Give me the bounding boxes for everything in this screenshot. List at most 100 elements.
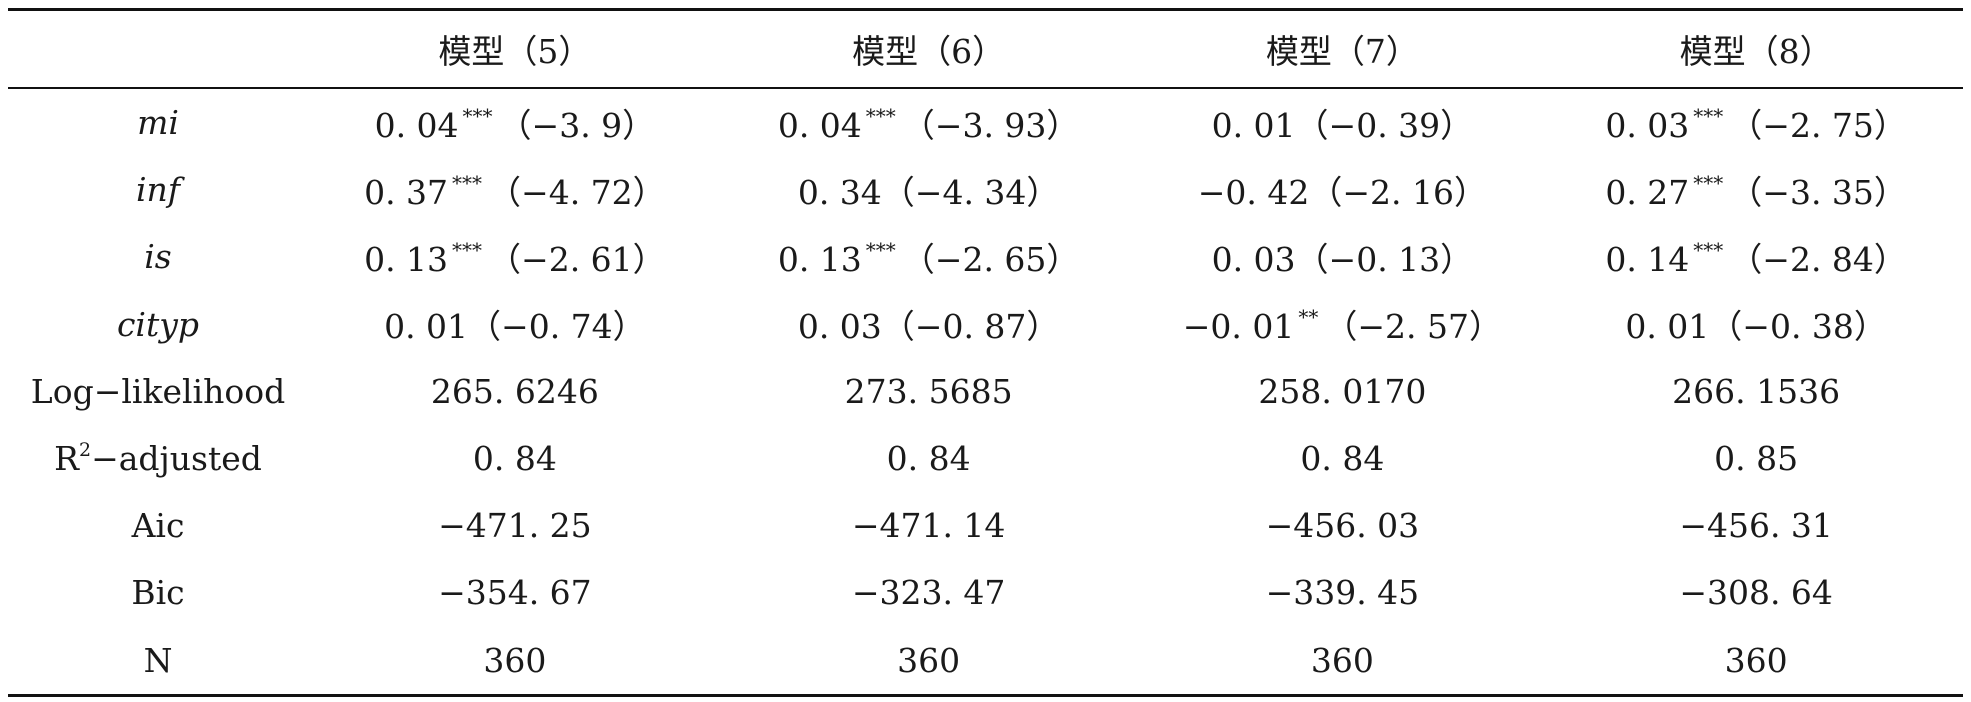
row-label-text: is <box>144 237 172 277</box>
cell-model-8: 0. 85 <box>1549 425 1963 492</box>
cell-model-6: 0. 34（−4. 34） <box>722 156 1136 223</box>
cell-model-8: −456. 31 <box>1549 492 1963 559</box>
cell-model-6: 360 <box>722 627 1136 696</box>
regression-table-container: 模型（5） 模型（6） 模型（7） 模型（8） mi 0. 04 *** （−3. 9… <box>8 8 1963 697</box>
coefficient-value: 0. 13 <box>364 239 449 279</box>
cell-model-7: 360 <box>1136 627 1550 696</box>
row-label: cityp <box>8 291 308 358</box>
cell-model-5: 0. 13 *** （−2. 61） <box>308 223 722 290</box>
t-statistic: （−0. 74） <box>468 307 646 347</box>
regression-table: 模型（5） 模型（6） 模型（7） 模型（8） mi 0. 04 *** （−3. 9… <box>8 8 1963 697</box>
row-label: is <box>8 223 308 290</box>
cell-model-5: 0. 04 *** （−3. 9） <box>308 88 722 156</box>
coefficient-value: 0. 03 <box>1605 105 1690 145</box>
significance-stars: *** <box>1693 103 1724 128</box>
cell-model-7: 0. 03（−0. 13） <box>1136 223 1550 290</box>
table-row: Log−likelihood 265. 6246 273. 5685 258. 017… <box>8 358 1963 425</box>
row-label-text: cityp <box>116 304 200 344</box>
t-statistic: （−2. 84） <box>1729 239 1907 279</box>
coefficient-value: 273. 5685 <box>844 371 1013 411</box>
coefficient-value: 0. 01 <box>384 307 469 347</box>
cell-model-8: 0. 14 *** （−2. 84） <box>1549 223 1963 290</box>
coefficient-value: 266. 1536 <box>1672 371 1841 411</box>
t-statistic: （−2. 16） <box>1309 172 1487 212</box>
cell-model-5: −471. 25 <box>308 492 722 559</box>
coefficient-value: 0. 34 <box>797 172 882 212</box>
t-statistic: （−2. 65） <box>901 239 1080 279</box>
t-statistic: （−3. 9） <box>498 105 656 145</box>
coefficient-value: −354. 67 <box>438 573 592 613</box>
row-label-text: N <box>143 640 173 680</box>
row-label-text: Bic <box>131 573 185 613</box>
cell-model-7: −339. 45 <box>1136 559 1550 626</box>
row-label-text: mi <box>137 103 179 143</box>
cell-model-7: −456. 03 <box>1136 492 1550 559</box>
table-row: Bic −354. 67 −323. 47 −339. 45 −308. 64 <box>8 559 1963 626</box>
table-row: mi 0. 04 *** （−3. 9） 0. 04 *** （−3. 93） 0. 01（−… <box>8 88 1963 156</box>
coefficient-value: 258. 0170 <box>1258 371 1427 411</box>
significance-stars: ** <box>1298 305 1319 330</box>
row-label-superscript: 2 <box>78 439 92 462</box>
table-row: cityp 0. 01（−0. 74） 0. 03（−0. 87） −0. 01 ** （… <box>8 291 1963 358</box>
cell-model-8: −308. 64 <box>1549 559 1963 626</box>
cell-model-6: −471. 14 <box>722 492 1136 559</box>
t-statistic: （−3. 93） <box>901 105 1080 145</box>
coefficient-value: 0. 01 <box>1211 105 1296 145</box>
t-statistic: （−0. 87） <box>881 307 1060 347</box>
cell-model-7: 0. 84 <box>1136 425 1550 492</box>
cell-model-5: −354. 67 <box>308 559 722 626</box>
coefficient-value: 0. 85 <box>1714 439 1799 479</box>
table-row: N 360 360 360 360 <box>8 627 1963 696</box>
coefficient-value: −308. 64 <box>1679 573 1833 613</box>
cell-model-5: 0. 01（−0. 74） <box>308 291 722 358</box>
row-label-text: inf <box>135 170 181 210</box>
coefficient-value: 0. 01 <box>1625 307 1710 347</box>
t-statistic: （−2. 75） <box>1729 105 1907 145</box>
row-label-text: Log−likelihood <box>30 371 286 411</box>
cell-model-8: 360 <box>1549 627 1963 696</box>
coefficient-value: −339. 45 <box>1265 573 1420 613</box>
significance-stars: *** <box>452 170 483 195</box>
coefficient-value: 0. 37 <box>364 172 449 212</box>
coefficient-value: −0. 42 <box>1197 172 1310 212</box>
coefficient-value: 360 <box>1310 640 1374 680</box>
cell-model-8: 266. 1536 <box>1549 358 1963 425</box>
cell-model-6: 0. 13 *** （−2. 65） <box>722 223 1136 290</box>
table-body: mi 0. 04 *** （−3. 9） 0. 04 *** （−3. 93） 0. 01（−… <box>8 88 1963 696</box>
t-statistic: （−2. 61） <box>488 239 666 279</box>
coefficient-value: 360 <box>897 640 961 680</box>
table-row: inf 0. 37 *** （−4. 72） 0. 34（−4. 34） −0. 42（−… <box>8 156 1963 223</box>
coefficient-value: 360 <box>1724 640 1788 680</box>
cell-model-5: 265. 6246 <box>308 358 722 425</box>
cell-model-7: 258. 0170 <box>1136 358 1550 425</box>
cell-model-5: 360 <box>308 627 722 696</box>
coefficient-value: 0. 84 <box>886 439 971 479</box>
coefficient-value: −456. 31 <box>1679 506 1833 546</box>
cell-model-6: 273. 5685 <box>722 358 1136 425</box>
row-label: mi <box>8 88 308 156</box>
coefficient-value: 0. 04 <box>777 105 862 145</box>
header-model-7: 模型（7） <box>1265 32 1419 71</box>
row-label-text: Aic <box>131 506 185 546</box>
header-model-8: 模型（8） <box>1679 32 1833 71</box>
significance-stars: *** <box>865 103 896 128</box>
t-statistic: （−2. 57） <box>1324 307 1502 347</box>
row-label: inf <box>8 156 308 223</box>
significance-stars: *** <box>462 103 493 128</box>
t-statistic: （−0. 38） <box>1709 307 1887 347</box>
header-model-5: 模型（5） <box>438 32 592 71</box>
header-variable <box>8 10 308 89</box>
coefficient-value: −471. 14 <box>851 506 1006 546</box>
header-model-6: 模型（6） <box>852 32 1006 71</box>
cell-model-8: 0. 01（−0. 38） <box>1549 291 1963 358</box>
t-statistic: （−0. 13） <box>1295 239 1474 279</box>
coefficient-value: −471. 25 <box>438 506 592 546</box>
t-statistic: （−4. 34） <box>881 172 1060 212</box>
coefficient-value: −456. 03 <box>1265 506 1420 546</box>
row-label: Bic <box>8 559 308 626</box>
row-label-text: R <box>54 439 79 479</box>
row-label: R2−adjusted <box>8 425 308 492</box>
table-row: Aic −471. 25 −471. 14 −456. 03 −456. 31 <box>8 492 1963 559</box>
t-statistic: （−3. 35） <box>1729 172 1907 212</box>
t-statistic: （−4. 72） <box>488 172 666 212</box>
